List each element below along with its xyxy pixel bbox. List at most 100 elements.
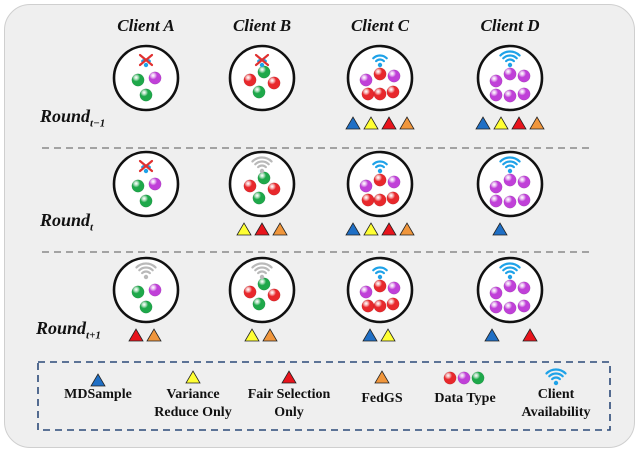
variance-marker-icon: [380, 328, 396, 342]
mdsample-marker-icon: [345, 222, 361, 236]
variance-marker-icon: [363, 222, 379, 236]
unavailable-x-icon: [138, 159, 154, 173]
client-c-round-1: [345, 150, 415, 236]
data-ball-icon: [489, 300, 503, 314]
legend-label-mdsample: MDSample: [64, 387, 132, 402]
data-ball-icon: [361, 299, 375, 313]
client-circle: [112, 256, 180, 324]
client-a-round-2: [112, 256, 180, 342]
variance-legend-icon: [185, 370, 201, 384]
legend-label-data-type: Data Type: [434, 391, 496, 406]
data-ball-icon: [131, 73, 145, 87]
client-circle: [228, 150, 296, 218]
data-ball-icon: [243, 73, 257, 87]
unavailable-x-icon: [138, 53, 154, 67]
client-b-round-0: [228, 44, 296, 112]
data-ball-icon: [131, 179, 145, 193]
data-ball-icon: [148, 283, 162, 297]
data-ball-icon: [243, 285, 257, 299]
mdsample-marker-icon: [492, 222, 508, 236]
fair-marker-icon: [254, 222, 270, 236]
client-b-header: Client B: [232, 16, 292, 35]
data-ball-icon: [517, 193, 531, 207]
data-ball-icon: [503, 173, 517, 187]
fair-marker-icon: [128, 328, 144, 342]
data-ball-icon: [267, 76, 281, 90]
fedgs-marker-icon: [272, 222, 288, 236]
data-ball-icon: [148, 177, 162, 191]
data-ball-icon: [361, 87, 375, 101]
unavailable-x-icon: [254, 53, 270, 67]
data-ball-icon: [503, 195, 517, 209]
mdsample-marker-icon: [362, 328, 378, 342]
data-ball-icon: [386, 85, 400, 99]
data-ball-icon: [387, 175, 401, 189]
round-label-prev: Roundt−1: [40, 106, 106, 130]
mdsample-marker-icon: [484, 328, 500, 342]
data-ball-icon: [517, 69, 531, 83]
mdsample-marker-icon: [345, 116, 361, 130]
data-ball-icon: [139, 194, 153, 208]
round-label-current: Roundt: [40, 210, 94, 234]
data-ball-icon: [471, 371, 485, 385]
client-circle: [112, 150, 180, 218]
legend-label-availability: Client Availability: [521, 387, 591, 420]
fair-marker-icon: [381, 116, 397, 130]
data-ball-icon: [386, 191, 400, 205]
legend-box: [37, 361, 611, 431]
data-ball-icon: [373, 299, 387, 313]
data-ball-icon: [457, 371, 471, 385]
data-ball-icon: [373, 87, 387, 101]
data-ball-icon: [489, 88, 503, 102]
wifi-icon: [251, 156, 273, 174]
data-ball-icon: [387, 69, 401, 83]
wifi-icon: [251, 262, 273, 280]
client-a-header: Client A: [117, 16, 175, 35]
client-a-round-1: [112, 150, 180, 218]
fair-marker-icon: [522, 328, 538, 342]
data-ball-icon: [243, 179, 257, 193]
wifi-icon: [372, 54, 388, 68]
data-ball-icon: [517, 281, 531, 295]
variance-marker-icon: [363, 116, 379, 130]
data-ball-icon: [139, 88, 153, 102]
data-ball-icon: [503, 279, 517, 293]
fedgs-legend-icon: [374, 370, 390, 384]
client-b-round-2: [228, 256, 296, 342]
data-ball-icon: [443, 371, 457, 385]
variance-marker-icon: [493, 116, 509, 130]
wifi-icon: [135, 262, 157, 280]
client-circle: [228, 256, 296, 324]
client-d-round-0: [475, 44, 545, 130]
wifi-icon: [372, 266, 388, 280]
fedgs-marker-icon: [262, 328, 278, 342]
client-d-round-1: [476, 150, 544, 236]
data-ball-icon: [489, 194, 503, 208]
data-ball-icon: [257, 65, 271, 79]
data-ball-icon: [257, 277, 271, 291]
client-circle: [112, 44, 180, 112]
data-ball-icon: [359, 73, 373, 87]
client-a-round-0: [112, 44, 180, 112]
data-ball-icon: [373, 67, 387, 81]
mdsample-marker-icon: [475, 116, 491, 130]
data-ball-icon: [489, 74, 503, 88]
wifi-icon: [499, 50, 521, 68]
data-ball-icon: [257, 171, 271, 185]
fair-legend-icon: [281, 370, 297, 384]
round-label-next: Roundt+1: [36, 318, 101, 342]
data-ball-icon: [361, 193, 375, 207]
client-d-header: Client D: [480, 16, 540, 35]
data-ball-icon: [139, 300, 153, 314]
data-ball-icon: [503, 89, 517, 103]
wifi-icon: [499, 262, 521, 280]
legend-label-fair: Fair Selection Only: [247, 387, 331, 420]
client-b-round-1: [228, 150, 296, 236]
legend-label-variance: Variance Reduce Only: [154, 387, 232, 420]
data-ball-icon: [131, 285, 145, 299]
data-ball-icon: [517, 299, 531, 313]
fedgs-marker-icon: [399, 222, 415, 236]
legend-label-fedgs: FedGS: [361, 391, 403, 406]
data-ball-icon: [517, 175, 531, 189]
